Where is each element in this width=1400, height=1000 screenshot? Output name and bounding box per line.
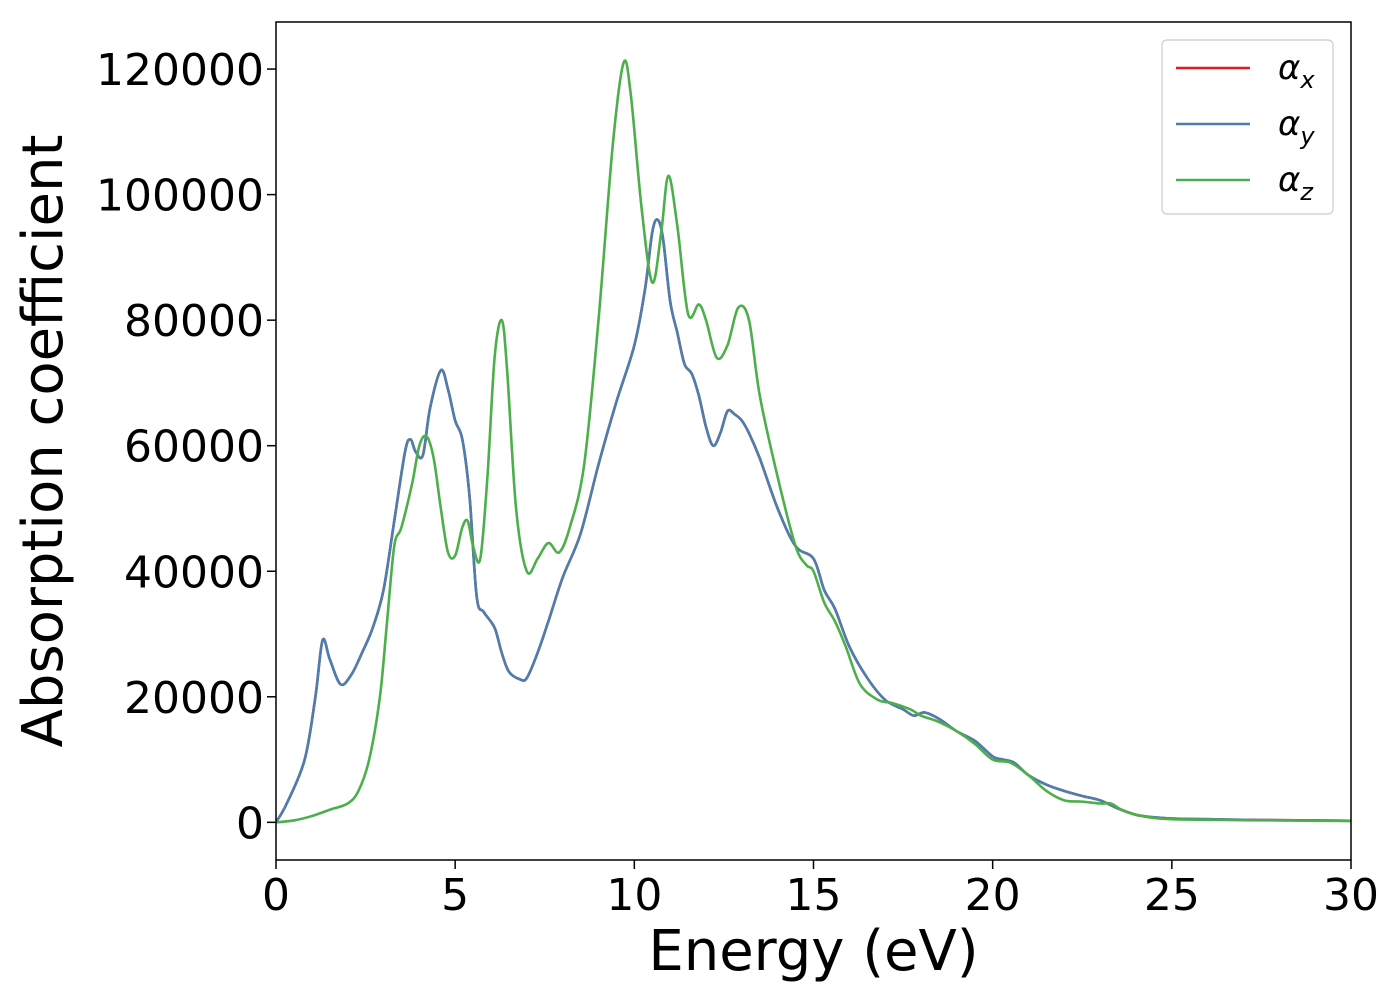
y-tick-label: 80000 — [124, 296, 264, 347]
legend-label-z: αz — [1278, 160, 1314, 206]
legend-label-x: αx — [1278, 48, 1315, 94]
legend-subscript: x — [1299, 66, 1315, 94]
series-line-y — [276, 218, 1351, 824]
y-tick-label: 40000 — [124, 547, 264, 598]
series-layer — [276, 59, 1351, 824]
x-tick-label: 15 — [786, 870, 842, 921]
x-axis-label: Energy (eV) — [648, 919, 978, 984]
y-tick-label: 0 — [236, 798, 264, 849]
legend-symbol: α — [1278, 48, 1300, 88]
x-tick-label: 0 — [262, 870, 290, 921]
y-tick-label: 120000 — [96, 45, 264, 96]
x-tick-label: 5 — [441, 870, 469, 921]
x-axis: 0 5 10 15 20 25 30 — [262, 860, 1379, 921]
legend-subscript: z — [1299, 178, 1314, 206]
y-tick-label: 100000 — [96, 171, 264, 222]
y-tick-label: 20000 — [124, 673, 264, 724]
series-line-x — [276, 218, 1351, 824]
x-tick-label: 30 — [1323, 870, 1379, 921]
y-tick-label: 60000 — [124, 422, 264, 473]
legend-label-y: αy — [1278, 104, 1315, 150]
legend-symbol: α — [1278, 160, 1300, 200]
y-axis-label: Absorption coefficient — [11, 135, 76, 748]
x-tick-label: 25 — [1144, 870, 1200, 921]
legend-box — [1161, 39, 1334, 215]
y-axis: 0 20000 40000 60000 80000 100000 120000 — [96, 45, 276, 849]
legend-subscript: y — [1299, 122, 1315, 150]
x-tick-label: 10 — [606, 870, 662, 921]
legend-symbol: α — [1278, 104, 1300, 144]
series-line-z — [276, 59, 1351, 824]
x-tick-label: 20 — [965, 870, 1021, 921]
